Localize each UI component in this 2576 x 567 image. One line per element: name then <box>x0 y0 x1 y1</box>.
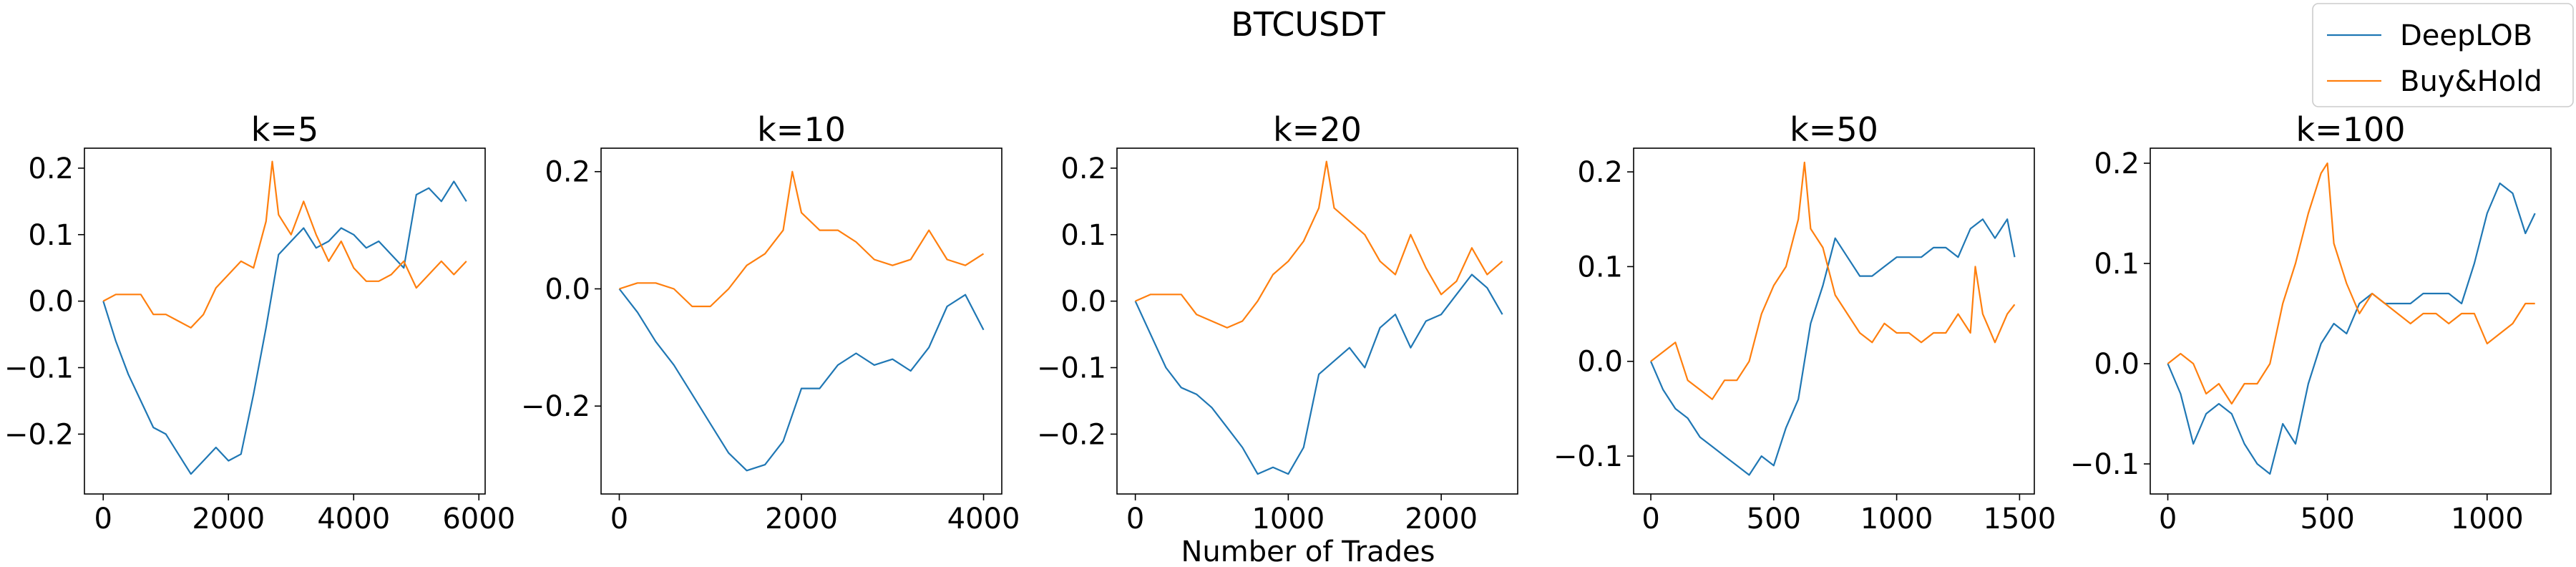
axes-frame <box>84 147 486 495</box>
y-tick-label: 0.0 <box>2094 348 2140 381</box>
subplot-5: k=100 0 500 1000 −0.1 0.0 0.1 0.2 <box>2070 110 2552 536</box>
subplot-title: k=5 <box>251 110 318 149</box>
subplot-title: k=20 <box>1273 110 1362 149</box>
x-tick-label: 1500 <box>1983 503 2056 536</box>
subplot-title: k=100 <box>2296 110 2406 149</box>
axes-frame <box>2150 147 2552 495</box>
x-tick-label: 0 <box>610 503 628 536</box>
x-tick-label: 1000 <box>1252 503 1324 536</box>
y-tick-label: 0.1 <box>28 219 74 252</box>
series-line-buy-hold <box>1650 161 2016 400</box>
y-tick-label: 0.0 <box>545 273 590 306</box>
x-tick-label: 0 <box>1126 503 1144 536</box>
subplot-1: k=5 0 2000 4000 6000 −0.2 −0.1 0.0 0.1 0.2 <box>4 110 515 536</box>
series-line-buy-hold <box>619 170 985 308</box>
axes-frame <box>600 147 1002 495</box>
x-tick-label: 2000 <box>765 503 838 536</box>
x-tick-label: 0 <box>1641 503 1659 536</box>
y-tick-label: 0.1 <box>2094 248 2140 281</box>
series-line-deeplob <box>2167 182 2536 475</box>
x-axis-label: Number of Trades <box>1181 536 1435 567</box>
x-tick-label: 500 <box>2300 503 2354 536</box>
subplot-2: k=10 0 2000 4000 −0.2 0.0 0.2 <box>521 110 1020 536</box>
series-line-deeplob <box>1649 218 2016 476</box>
series-line-deeplob <box>102 180 467 475</box>
y-tick-label: −0.1 <box>4 352 74 385</box>
series-line-deeplob <box>618 288 985 472</box>
y-tick-label: 0.1 <box>1577 251 1623 284</box>
x-tick-label: 1000 <box>1860 503 1933 536</box>
series-line-buy-hold <box>2167 162 2535 405</box>
y-tick-label: 0.2 <box>1060 152 1106 185</box>
y-tick-label: 0.2 <box>2094 147 2140 180</box>
legend-label: DeepLOB <box>2400 19 2532 52</box>
y-tick-label: −0.2 <box>521 390 590 423</box>
x-tick-label: 1000 <box>2451 503 2524 536</box>
y-tick-label: −0.1 <box>1553 440 1623 473</box>
y-tick-label: −0.1 <box>2070 448 2140 481</box>
subplot-title: k=50 <box>1790 110 1878 149</box>
series-line-deeplob <box>1134 273 1503 475</box>
y-tick-label: 0.1 <box>1060 219 1106 252</box>
axes-frame <box>1633 147 2035 495</box>
y-tick-label: −0.2 <box>1037 418 1106 451</box>
y-tick-label: 0.0 <box>28 286 74 319</box>
legend: DeepLOB Buy&Hold <box>2312 3 2574 107</box>
subplot-3: k=20 0 1000 2000 −0.2 −0.1 0.0 0.1 0.2 <box>1037 110 1518 536</box>
x-tick-label: 6000 <box>442 503 515 536</box>
subplot-title: k=10 <box>757 110 846 149</box>
subplot-4: k=50 0 500 1000 1500 −0.1 0.0 0.1 0.2 <box>1553 110 2056 536</box>
y-tick-label: −0.1 <box>1037 352 1106 385</box>
x-tick-label: 2000 <box>1405 503 1478 536</box>
series-line-buy-hold <box>102 160 467 329</box>
axes-frame <box>1116 147 1518 495</box>
x-tick-label: 500 <box>1747 503 1801 536</box>
y-tick-label: −0.2 <box>4 418 74 451</box>
y-tick-label: 0.2 <box>545 156 590 189</box>
x-tick-label: 4000 <box>947 503 1020 536</box>
subplots: k=50 2000 4000 6000−0.2−0.10.00.10.2k=100 20… <box>4 110 2552 536</box>
x-tick-label: 0 <box>2159 503 2177 536</box>
series-line-buy-hold <box>1135 160 1503 329</box>
x-tick-label: 4000 <box>317 503 390 536</box>
x-tick-label: 2000 <box>192 503 265 536</box>
x-tick-label: 0 <box>94 503 112 536</box>
y-tick-label: 0.2 <box>1577 156 1623 189</box>
legend-label: Buy&Hold <box>2400 65 2542 98</box>
figure-title: BTCUSDT <box>1231 5 1385 44</box>
y-tick-label: 0.0 <box>1060 286 1106 319</box>
y-tick-label: 0.0 <box>1577 346 1623 379</box>
y-tick-label: 0.2 <box>28 152 74 185</box>
